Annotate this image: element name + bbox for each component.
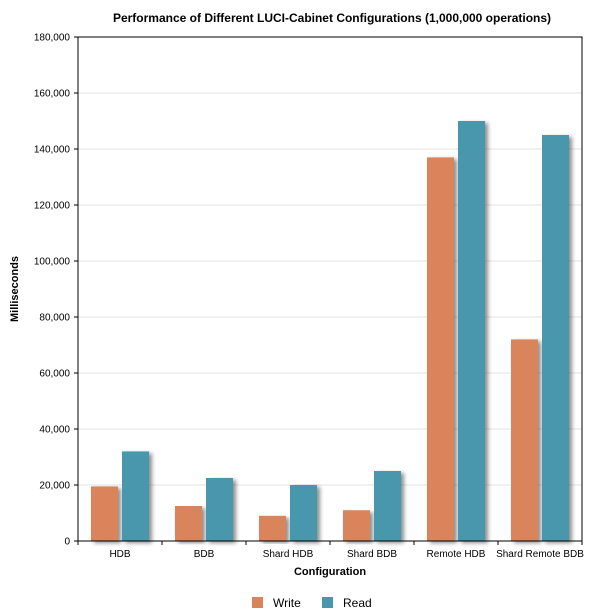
y-tick-label: 100,000 — [34, 257, 71, 268]
bar-read — [122, 451, 149, 541]
y-tick-label: 120,000 — [34, 201, 71, 212]
y-tick-label: 140,000 — [34, 145, 71, 156]
y-tick-label: 20,000 — [39, 481, 70, 492]
bar-read — [542, 135, 569, 541]
y-tick-label: 40,000 — [39, 425, 70, 436]
y-axis-title: Milliseconds — [9, 256, 21, 322]
x-tick-label: Shard BDB — [347, 549, 397, 560]
bar-read — [290, 485, 317, 541]
legend-swatch — [252, 597, 263, 608]
bar-write — [511, 339, 538, 541]
plot-frame — [77, 36, 583, 542]
legend: Write Read — [252, 596, 372, 610]
x-axis-ticks: HDB BDB Shard HDB Shard BDB Remote HDB Shard … — [77, 541, 584, 560]
y-tick-label: 80,000 — [39, 313, 70, 324]
chart-title: Performance of Different LUCI-Cabinet Co… — [113, 11, 551, 25]
legend-swatch — [322, 597, 333, 608]
bar-write — [175, 506, 202, 541]
bar-read — [374, 471, 401, 541]
x-tick-label: Shard Remote BDB — [496, 549, 584, 560]
bars — [91, 121, 569, 541]
bar-write — [259, 515, 286, 541]
bar-read — [458, 121, 485, 541]
x-tick-label: BDB — [194, 549, 215, 560]
gridlines — [78, 92, 582, 486]
legend-label: Read — [343, 596, 372, 610]
bar-write — [343, 510, 370, 541]
y-tick-label: 0 — [64, 537, 70, 548]
bar-write — [91, 486, 118, 541]
y-axis-ticks: 0 20,000 40,000 60,000 80,000 100,000 120,000 1… — [34, 33, 78, 548]
x-tick-label: HDB — [109, 549, 130, 560]
legend-label: Write — [273, 596, 301, 610]
x-axis-title: Configuration — [294, 566, 366, 578]
y-tick-label: 60,000 — [39, 369, 70, 380]
x-tick-label: Remote HDB — [427, 549, 486, 560]
y-tick-label: 160,000 — [34, 89, 71, 100]
x-tick-label: Shard HDB — [263, 549, 314, 560]
bar-write — [427, 157, 454, 541]
bar-read — [206, 478, 233, 541]
y-tick-label: 180,000 — [34, 33, 71, 44]
